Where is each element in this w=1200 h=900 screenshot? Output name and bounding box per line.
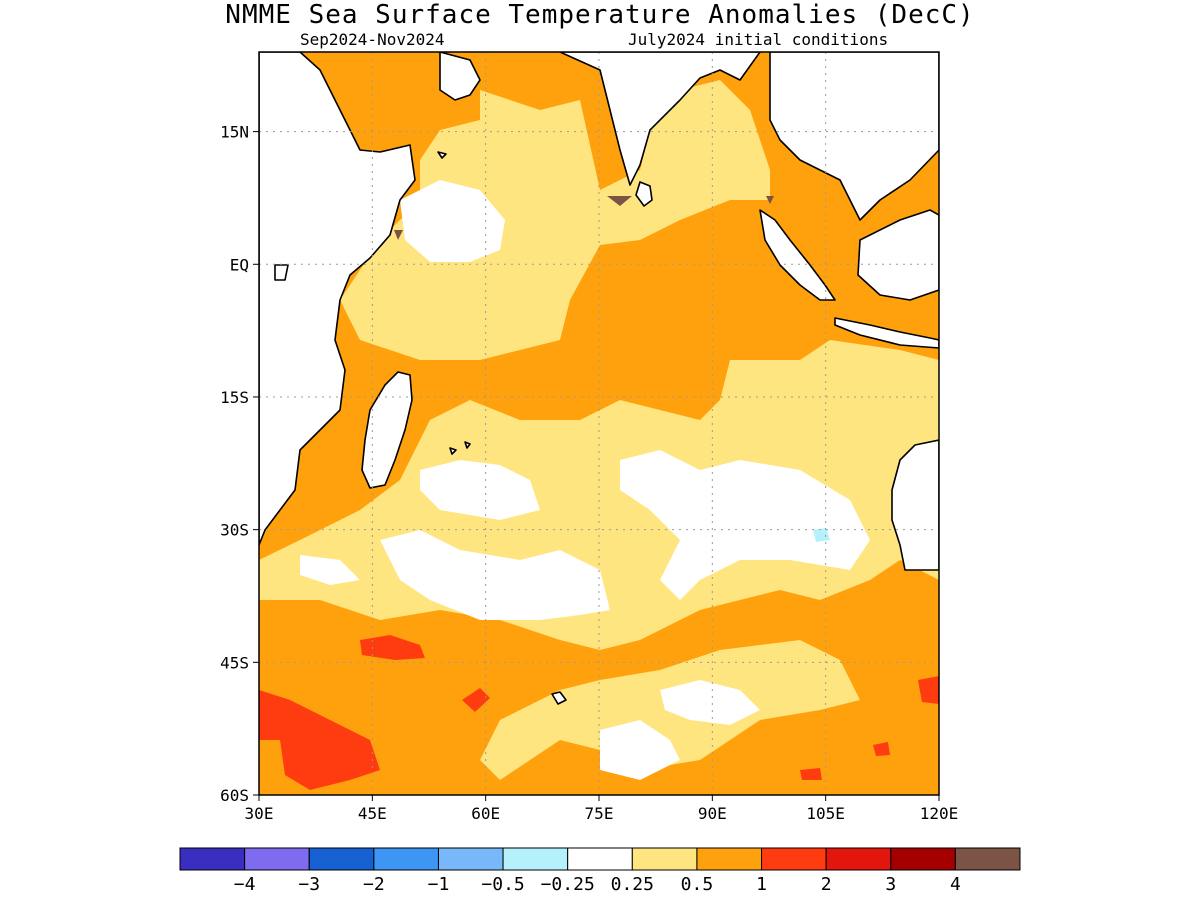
- colorbar-swatch: [696, 847, 763, 871]
- lat-tick-label: 15N: [220, 123, 249, 142]
- lat-tick-label: 15S: [220, 388, 249, 407]
- anomaly-1-2-layer: [259, 635, 939, 790]
- lon-tick-label: 75E: [585, 804, 614, 823]
- colorbar-swatch: [308, 847, 375, 871]
- anomaly-neutral-layer: [300, 180, 870, 780]
- colorbar-label: 2: [821, 874, 832, 895]
- lat-tick-label: 45S: [220, 653, 249, 672]
- graticule: [259, 52, 939, 795]
- map-field: [259, 52, 939, 795]
- colorbar-labels: −4 −3 −2 −1 −0.5 −0.25 0.25 0.5 1 2 3 4: [234, 874, 961, 895]
- colorbar-swatch: [761, 847, 827, 871]
- colorbar-swatch: [890, 847, 956, 871]
- figure-title: NMME Sea Surface Temperature Anomalies (…: [225, 0, 974, 30]
- anomaly-cool-patch: [813, 528, 830, 542]
- anomaly-3-4-layer: [394, 196, 774, 240]
- lat-tick-label: EQ: [230, 255, 249, 274]
- lon-tick-label: 30E: [245, 804, 274, 823]
- lat-tick-label: 30S: [220, 521, 249, 540]
- colorbar-label: 4: [950, 874, 961, 895]
- longitude-tick-labels: 30E 45E 60E 75E 90E 105E 120E: [245, 795, 959, 823]
- latitude-tick-labels: 15N EQ 15S 30S 45S 60S: [220, 123, 259, 805]
- colorbar-swatch: [179, 847, 246, 871]
- colorbar: [179, 847, 1021, 871]
- colorbar-swatch: [954, 847, 1021, 871]
- colorbar-label: −0.5: [481, 874, 524, 895]
- lat-tick-label: 60S: [220, 786, 249, 805]
- colorbar-label: −3: [298, 874, 320, 895]
- colorbar-swatch: [825, 847, 892, 871]
- colorbar-label: 0.5: [681, 874, 714, 895]
- colorbar-swatch: [373, 847, 439, 871]
- lon-tick-label: 90E: [698, 804, 727, 823]
- colorbar-label: 1: [756, 874, 767, 895]
- lon-tick-label: 60E: [471, 804, 500, 823]
- colorbar-label: 0.25: [611, 874, 654, 895]
- colorbar-label: −1: [428, 874, 450, 895]
- forecast-period: Sep2024-Nov2024: [300, 30, 445, 49]
- colorbar-label: −2: [363, 874, 385, 895]
- colorbar-label: −0.25: [541, 874, 595, 895]
- colorbar-label: −4: [234, 874, 256, 895]
- lon-tick-label: 105E: [806, 804, 845, 823]
- colorbar-swatch: [502, 847, 569, 871]
- lon-tick-label: 120E: [920, 804, 959, 823]
- colorbar-swatch: [244, 847, 310, 871]
- land-masses: [259, 52, 939, 705]
- initial-conditions: July2024 initial conditions: [628, 30, 888, 49]
- lon-tick-label: 45E: [358, 804, 387, 823]
- colorbar-swatch: [437, 847, 504, 871]
- colorbar-swatch: [567, 847, 633, 871]
- colorbar-label: 3: [885, 874, 896, 895]
- colorbar-swatch: [631, 847, 698, 871]
